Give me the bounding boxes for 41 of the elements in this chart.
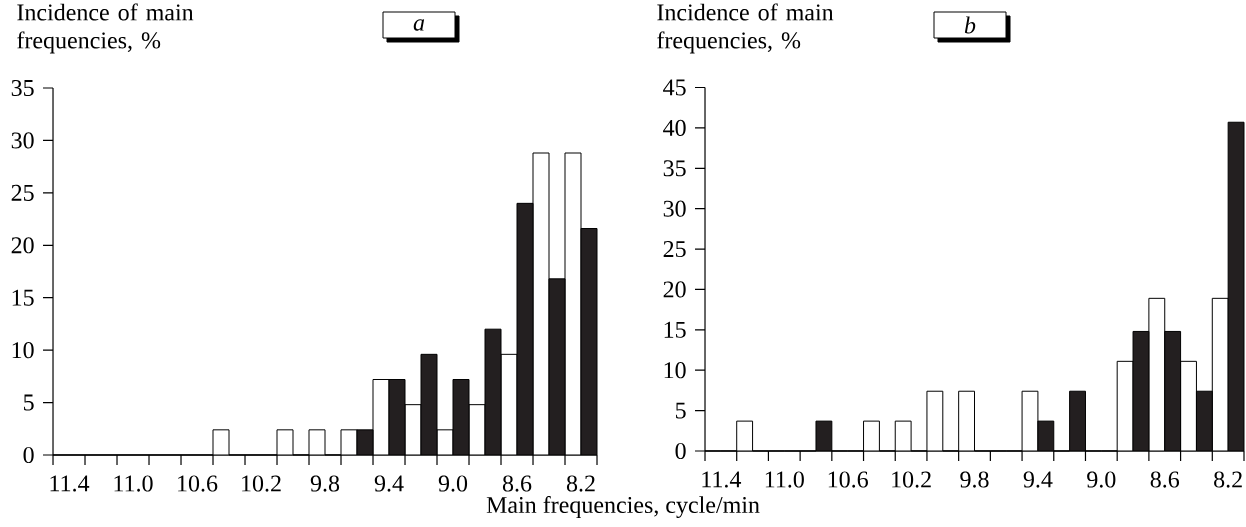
y-tick-label: 25 xyxy=(11,184,34,201)
y-tick-label: 15 xyxy=(664,321,686,338)
x-tick-label: 9.8 xyxy=(310,475,340,492)
y-tick-label: 20 xyxy=(11,237,34,254)
x-tick-label: 10.6 xyxy=(828,471,868,488)
y-axis-title: Incidence of main frequencies, % xyxy=(657,3,834,54)
y-tick-label: 0 xyxy=(23,446,34,464)
y-tick-label: 25 xyxy=(663,240,686,258)
y-axis-title: Incidence of main frequencies, % xyxy=(17,3,194,54)
y-tick-label: 0 xyxy=(675,442,686,460)
chart-title: b xyxy=(964,16,976,34)
x-tick-label: 11.0 xyxy=(765,471,804,488)
x-tick-label: 10.2 xyxy=(242,475,281,492)
chart-title: a xyxy=(413,19,425,31)
x-tick-label: 10.2 xyxy=(892,471,931,488)
x-tick-label: 10.6 xyxy=(178,475,218,492)
x-tick-label: 11.4 xyxy=(50,475,90,492)
x-axis-title: Main frequencies, cycle/min xyxy=(486,495,760,519)
x-tick-label: 9.0 xyxy=(1087,471,1116,488)
x-tick-label: 9.4 xyxy=(374,475,404,492)
x-tick-label: 8.6 xyxy=(1150,471,1180,488)
x-tick-label: 8.6 xyxy=(502,475,532,492)
y-tick-label: 10 xyxy=(664,362,686,379)
x-tick-label: 9.4 xyxy=(1023,471,1053,488)
y-tick-label: 5 xyxy=(23,394,34,411)
y-tick-label: 35 xyxy=(663,160,686,177)
y-tick-label: 30 xyxy=(11,132,34,149)
x-tick-label: 9.0 xyxy=(438,475,468,492)
y-tick-label: 30 xyxy=(663,200,686,217)
x-tick-label: 11.4 xyxy=(702,471,742,488)
y-tick-label: 20 xyxy=(663,281,686,298)
y-tick-label: 10 xyxy=(12,342,34,359)
x-tick-label: 9.8 xyxy=(960,471,989,488)
y-tick-label: 15 xyxy=(12,289,34,306)
y-tick-label: 40 xyxy=(663,119,686,136)
x-tick-label: 8.2 xyxy=(566,475,595,492)
y-tick-label: 5 xyxy=(675,402,686,419)
y-tick-label: 45 xyxy=(663,79,686,96)
x-tick-label: 8.2 xyxy=(1214,471,1242,488)
y-tick-label: 35 xyxy=(11,79,34,97)
x-tick-label: 11.0 xyxy=(114,475,153,492)
